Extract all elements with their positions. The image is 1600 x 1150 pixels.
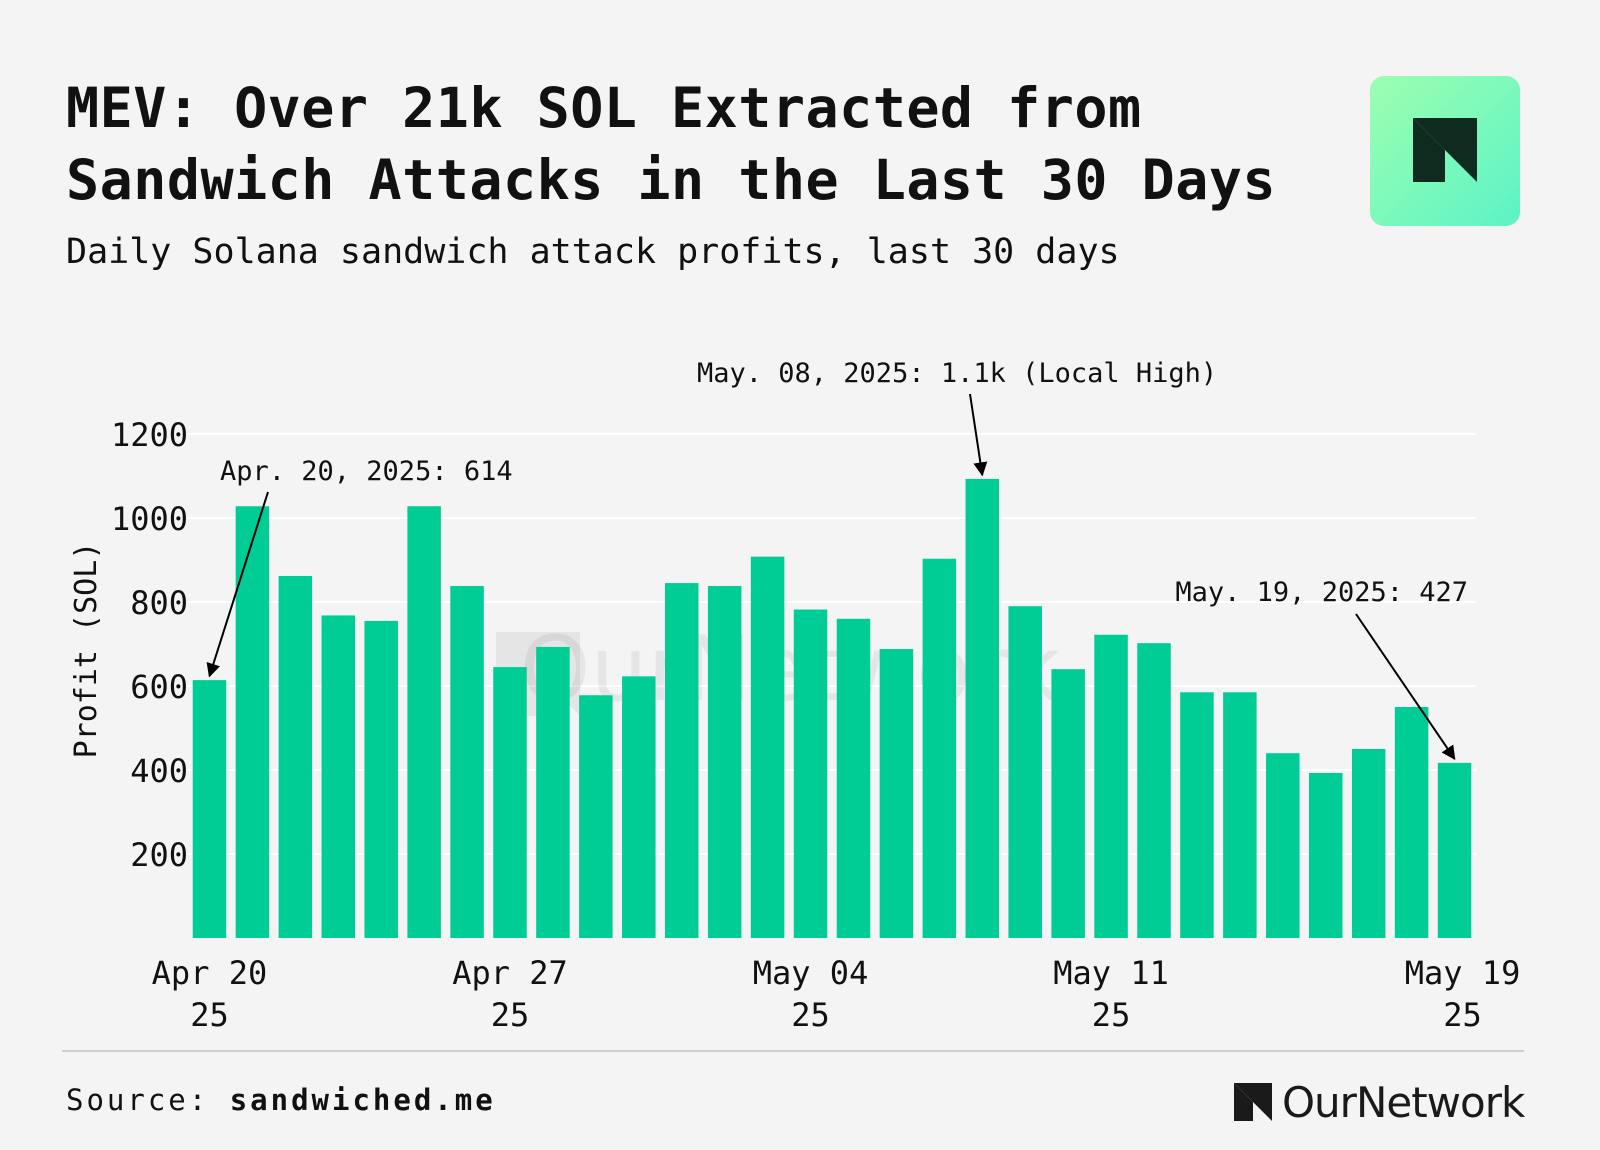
bar-2025-05-13 (1180, 692, 1214, 938)
x-tick-label: May 11 (1053, 954, 1169, 992)
bar-2025-05-01 (664, 583, 699, 938)
x-tick-label-year: 25 (190, 996, 229, 1030)
chart-title: MEV: Over 21k SOL Extracted from Sandwic… (66, 76, 1277, 212)
brand-logo: OurNetwork (1232, 1077, 1525, 1127)
bar-2025-04-29 (579, 695, 613, 938)
brand-mark-icon (1234, 1083, 1272, 1121)
bar-2025-04-24 (364, 620, 398, 938)
bar-2025-05-11 (1094, 634, 1128, 938)
annotation-arrow (969, 393, 988, 477)
ournetwork-logo-icon (1413, 118, 1477, 182)
brand-name: OurNetwork (1282, 1077, 1525, 1127)
bar-2025-05-06 (879, 649, 914, 938)
bar-2025-04-25 (407, 506, 441, 938)
bar-2025-04-26 (450, 586, 484, 938)
bar-2025-05-12 (1137, 643, 1171, 938)
y-axis-label: Profit (SOL) (69, 542, 104, 759)
bar-2025-05-08 (965, 478, 1000, 938)
y-tick-label: 1000 (111, 500, 188, 538)
source-link[interactable]: sandwiched.me (229, 1083, 496, 1117)
ournetwork-logo-badge (1370, 76, 1520, 226)
footer-divider (62, 1050, 1524, 1052)
y-tick-label: 400 (130, 752, 188, 790)
bar-2025-04-30 (622, 676, 656, 938)
bar-2025-04-23 (321, 615, 356, 938)
x-tick-label: Apr 20 (152, 954, 268, 992)
annotation-arrow (206, 491, 269, 678)
bar-2025-05-05 (836, 618, 871, 938)
y-tick-label: 1200 (111, 416, 188, 454)
bar-2025-05-17 (1351, 749, 1386, 938)
bar-2025-05-18 (1394, 707, 1429, 938)
bar-2025-05-03 (750, 556, 785, 938)
x-tick-label-year: 25 (1443, 996, 1482, 1030)
bar-2025-04-27 (493, 667, 527, 938)
bar-2025-05-09 (1008, 606, 1042, 938)
bar-2025-04-22 (278, 575, 313, 938)
bar-2025-05-15 (1266, 753, 1300, 938)
x-tick-label-year: 25 (791, 996, 830, 1030)
source-label: Source: (66, 1083, 210, 1117)
bar-2025-04-28 (536, 646, 570, 938)
y-tick-label: 800 (130, 584, 188, 622)
chart-subtitle: Daily Solana sandwich attack profits, la… (66, 232, 1120, 272)
y-tick-label: 600 (130, 668, 188, 706)
bar-2025-05-10 (1051, 669, 1085, 938)
bar-2025-05-16 (1308, 772, 1343, 938)
bar-2025-04-21 (235, 506, 270, 938)
bar-2025-05-14 (1223, 692, 1257, 938)
source-line: Source: sandwiched.me (66, 1082, 496, 1118)
x-tick-label-year: 25 (491, 996, 530, 1030)
x-tick-label: May 04 (753, 954, 869, 992)
annotation-label: Apr. 20, 2025: 614 (220, 456, 513, 487)
y-tick-label: 200 (130, 836, 188, 874)
bar-2025-04-20 (192, 680, 227, 938)
x-tick-label: May 19 (1405, 954, 1521, 992)
x-tick-label: Apr 27 (452, 954, 568, 992)
bar-2025-05-04 (793, 609, 828, 938)
x-tick-label-year: 25 (1092, 996, 1131, 1030)
annotation-arrow (1355, 613, 1456, 761)
bar-2025-05-02 (707, 586, 742, 938)
bar-2025-05-19 (1437, 762, 1472, 938)
bar-2025-05-07 (922, 558, 957, 938)
annotation-label: May. 19, 2025: 427 (1175, 577, 1468, 608)
annotation-label: May. 08, 2025: 1.1k (Local High) (697, 358, 1217, 389)
